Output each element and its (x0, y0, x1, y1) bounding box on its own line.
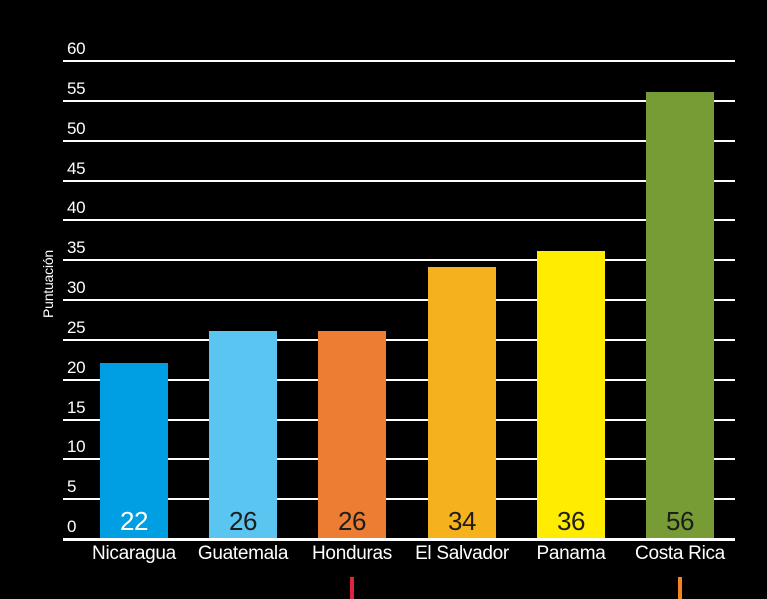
gridline-30 (63, 299, 735, 301)
gridline-40 (63, 219, 735, 221)
bar-nicaragua (100, 363, 168, 538)
x-tick-label-honduras: Honduras (312, 543, 392, 564)
gridline-60 (63, 60, 735, 62)
gridline-25 (63, 339, 735, 341)
x-tick-label-panama: Panama (536, 543, 606, 564)
y-tick-label-40: 40 (67, 198, 86, 217)
bar-honduras (318, 331, 386, 538)
bar-value-label-honduras: 26 (338, 506, 366, 536)
y-tick-label-30: 30 (67, 278, 86, 297)
bar-value-label-el-salvador: 34 (448, 506, 476, 536)
bar-el-salvador (428, 267, 496, 538)
bar-value-label-panama: 36 (557, 506, 585, 536)
marker-tick-honduras (350, 577, 354, 599)
y-tick-label-45: 45 (67, 159, 86, 178)
y-tick-label-55: 55 (67, 79, 86, 98)
x-tick-label-nicaragua: Nicaragua (92, 543, 176, 564)
y-tick-label-10: 10 (67, 437, 86, 456)
y-tick-label-50: 50 (67, 119, 86, 138)
gridline-50 (63, 140, 735, 142)
gridline-5 (63, 498, 735, 500)
x-axis-line (63, 538, 735, 541)
x-tick-label-costa-rica: Costa Rica (635, 543, 725, 564)
y-tick-label-25: 25 (67, 318, 86, 337)
marker-tick-costa-rica (678, 577, 682, 599)
gridline-20 (63, 379, 735, 381)
y-tick-label-60: 60 (67, 39, 86, 58)
bar-value-label-nicaragua: 22 (120, 506, 148, 536)
bar-costa-rica (646, 92, 714, 538)
x-tick-label-guatemala: Guatemala (197, 543, 289, 564)
gridline-45 (63, 180, 735, 182)
bar-value-label-guatemala: 26 (229, 506, 257, 536)
y-tick-label-0: 0 (67, 517, 77, 536)
x-tick-label-el-salvador: El Salvador (415, 543, 509, 564)
gridline-15 (63, 419, 735, 421)
gridline-10 (63, 458, 735, 460)
y-tick-label-20: 20 (67, 358, 86, 377)
bar-guatemala (209, 331, 277, 538)
y-tick-label-5: 5 (67, 477, 77, 496)
y-axis-title: Puntuación (40, 249, 56, 319)
gridline-35 (63, 259, 735, 261)
bar-panama (537, 251, 605, 538)
y-tick-label-15: 15 (67, 398, 86, 417)
gridline-55 (63, 100, 735, 102)
bar-value-label-costa-rica: 56 (666, 506, 694, 536)
y-tick-label-35: 35 (67, 238, 86, 257)
